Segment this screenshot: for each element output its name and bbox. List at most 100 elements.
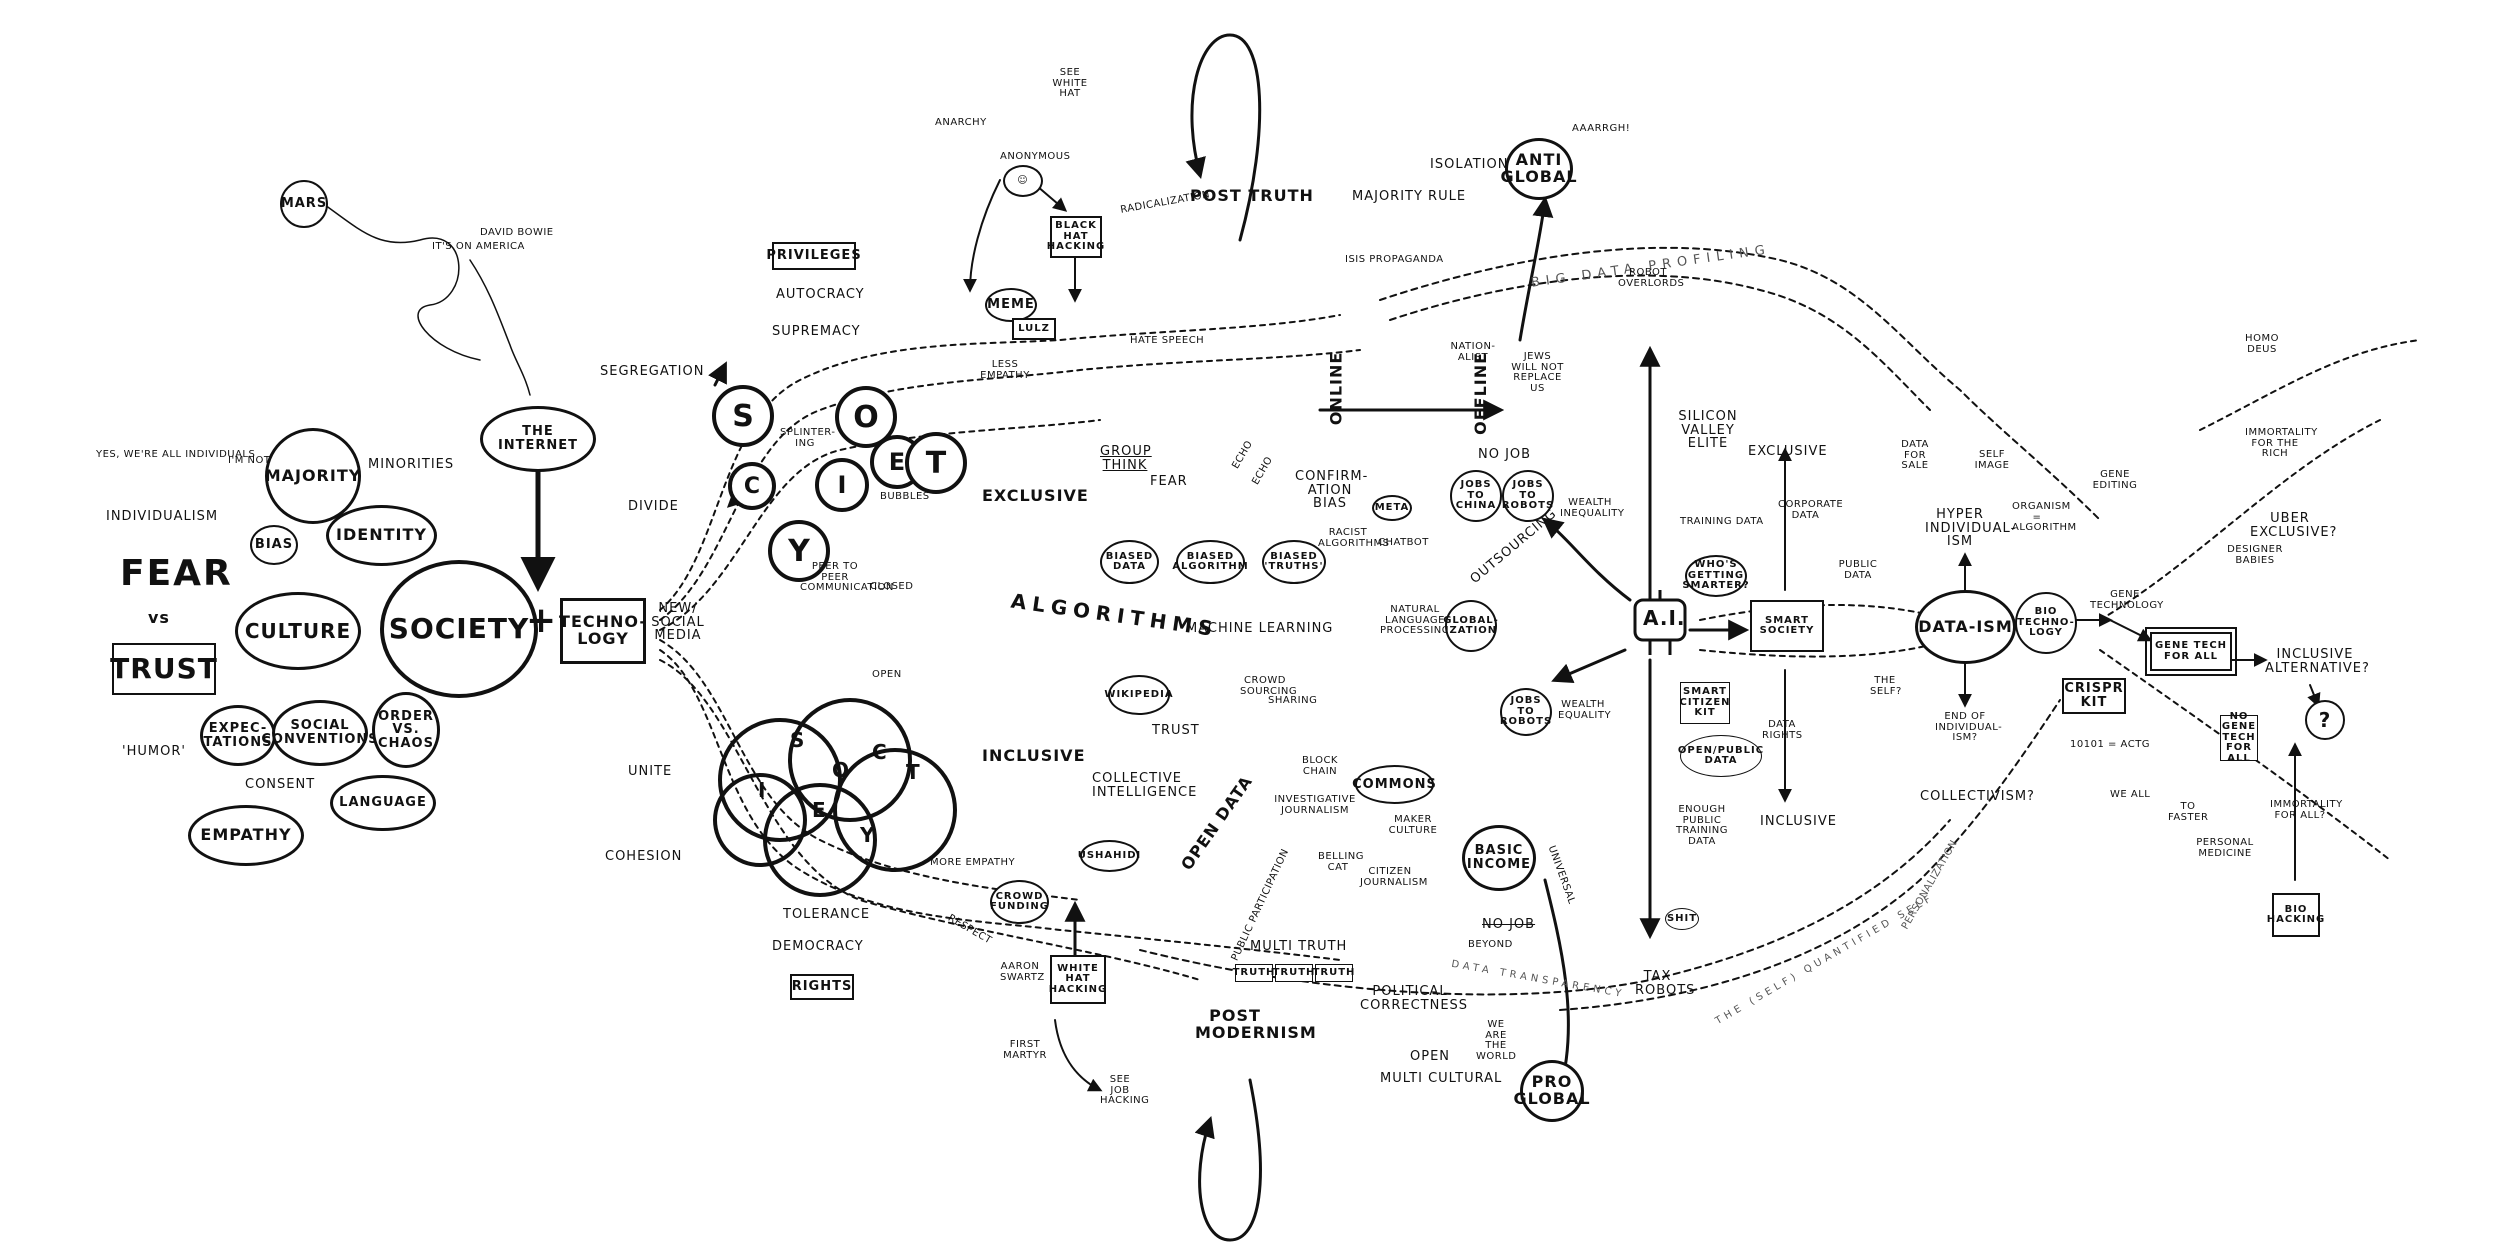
society-letter-s: S (712, 385, 774, 447)
citizen-journalism-label: Citizen journalism (1360, 866, 1428, 888)
anti-global-arrow (1518, 195, 1554, 342)
gene-tech-arrow (2109, 619, 2153, 642)
society-letter-i: I (815, 458, 869, 512)
aaron-swartz-label: Aaron Swartz (1000, 961, 1045, 983)
multi-cultural-label: Multi cultural (1380, 1071, 1503, 1086)
truth-box-3: Truth (1313, 964, 1354, 982)
confirmation-bias-label: Confirm-ation bias (1295, 469, 1369, 512)
self-image-label: Self image (1974, 449, 2010, 471)
uber-exclusive-label: Uber exclusive? (2250, 511, 2338, 540)
meme-node: Meme (985, 288, 1037, 322)
trust-mid-label: Trust (1152, 723, 1200, 738)
society-letter-t: T (905, 432, 967, 494)
empathy-circle: Empathy (188, 805, 304, 866)
anonymous-label: Anonymous (1000, 151, 1071, 162)
cohesion-letter-o: O (832, 758, 851, 782)
bias-circle: Bias (250, 525, 298, 565)
biased-algorithm-circle: Biased algorithm (1172, 540, 1248, 584)
wikipedia-circle: Wikipedia (1104, 675, 1173, 715)
minorities-label: Minorities (368, 457, 455, 472)
biased-data-circle: Biased data (1100, 540, 1159, 584)
less-empathy-label: Less empathy (980, 359, 1030, 381)
no-job-top-label: No job (1478, 447, 1532, 462)
anarchy-label: Anarchy (935, 117, 987, 128)
society-letter-y: Y (768, 520, 830, 582)
democracy-label: Democracy (772, 939, 864, 954)
bio-technology-circle: Bio techno-logy (2015, 592, 2077, 654)
tax-robots-label: Tax robots (1635, 969, 1696, 998)
ai-label: A.I. (1643, 606, 1686, 630)
society-letter-o: O (835, 386, 897, 448)
cohesion-circle-4 (763, 783, 877, 897)
political-correctness-label: Political correctness (1360, 984, 1469, 1013)
dataism-circle: Data-ism (1915, 590, 2016, 664)
silicon-valley-elite-label: Silicon Valley elite (1678, 409, 1738, 452)
first-martyr-label: First martyr (1003, 1039, 1047, 1061)
social-conventions-circle: Social conventions (261, 700, 378, 766)
anonymous-mask: ☺ (1003, 165, 1043, 197)
data-for-sale-label: Data for sale (1901, 439, 1929, 471)
segregation-arrow (708, 361, 727, 387)
cohesion-letter-s: S (790, 728, 806, 752)
isis-propaganda-label: ISIS propaganda (1345, 254, 1444, 265)
commons-circle: Commons (1352, 765, 1436, 804)
open-multicultural-label: Open (1410, 1049, 1451, 1064)
cohesion-circle-2 (788, 698, 912, 822)
hyper-individualism-label: Hyper individual-ism (1925, 507, 2017, 550)
cohesion-letter-y: Y (860, 823, 876, 847)
open-label: Open (872, 669, 902, 680)
flow-lower-1 (659, 649, 1341, 961)
training-data-label: Training data (1680, 516, 1764, 527)
see-job-hacking-label: See job hacking (1100, 1074, 1150, 1106)
exclusive-label: Exclusive (982, 486, 1089, 505)
divide-label: Divide (628, 499, 679, 514)
unite-label: Unite (628, 764, 673, 779)
no-gene-tech-box: No gene tech for all (2220, 710, 2258, 764)
supremacy-label: Supremacy (772, 324, 861, 339)
flow-lower-3 (659, 659, 1201, 981)
cohesion-circle-5 (713, 773, 807, 867)
autocracy-label: Autocracy (776, 287, 865, 302)
cohesion-circle-1 (718, 718, 842, 842)
inclusive-alternative-label: Inclusive alternative? (2265, 647, 2370, 676)
truth-box-1: Truth (1233, 964, 1274, 982)
collective-intelligence-label: Collective intelligence (1092, 771, 1198, 800)
online-label: Online (1326, 351, 1346, 426)
meta-circle: Meta (1372, 495, 1412, 521)
machine-learning-label: Machine learning (1186, 621, 1334, 636)
mars-internet-line (324, 204, 481, 361)
smart-citizen-kit-box: Smart citizen kit (1679, 682, 1730, 724)
individualism-label: Individualism (106, 509, 219, 524)
ai-arrow-downleft (1551, 648, 1627, 684)
organism-algorithm-label: Organism = algorithm (2012, 501, 2077, 533)
privileges-box: Privileges (766, 242, 861, 270)
cohesion-letter-c: C (872, 740, 888, 764)
internet-node: The Internet (480, 406, 596, 472)
question-circle: ? (2305, 700, 2345, 740)
personal-medicine-label: Personal medicine (2196, 837, 2254, 859)
racist-algorithms-label: Racist algorithms (1318, 527, 1390, 549)
plus-sign: + (526, 600, 559, 641)
society-letter-c: C (728, 462, 776, 510)
splintering-label: Splinter-ing (780, 427, 836, 449)
dna-code-label: 10101 = ACTG (2070, 739, 2151, 750)
rights-box: Rights (790, 974, 854, 1000)
jobs-to-robots-lower-circle: Jobs to robots (1500, 688, 1552, 736)
bubbles-label: Bubbles (880, 491, 930, 502)
new-social-media-label: New/ Social Media (651, 601, 705, 644)
cohesion-letter-t: T (906, 760, 921, 784)
tolerance-label: Tolerance (783, 907, 871, 922)
cohesion-letter-e: E (812, 798, 827, 822)
open-public-data-circle: Open/public data (1678, 735, 1763, 777)
flow-upper-1 (659, 314, 1341, 611)
big-data-profiling-arc-2 (1389, 274, 1931, 411)
investigative-journalism-label: Investigative journalism (1274, 794, 1356, 816)
its-on-america-label: It's on America (432, 241, 525, 252)
truth-box-2: Truth (1273, 964, 1314, 982)
exclusive-right-label: Exclusive (1748, 444, 1828, 459)
anon-to-meme (963, 179, 1001, 293)
peer-to-peer-label: Peer to peer communication (800, 561, 894, 593)
crowd-funding-circle: Crowd funding (990, 880, 1049, 924)
biased-truths-circle: Biased 'truths' (1262, 540, 1326, 584)
consent-label: Consent (245, 777, 316, 792)
